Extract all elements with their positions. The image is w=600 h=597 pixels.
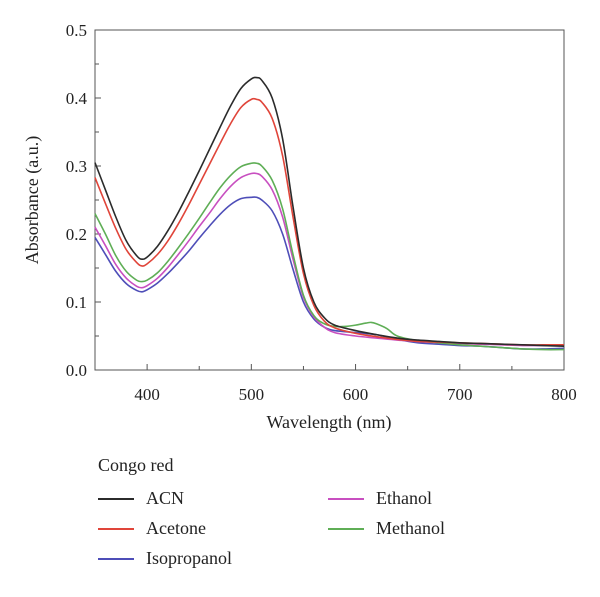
legend-item-isopropanol: Isopropanol [98, 546, 328, 571]
y-tick-label: 0.0 [66, 361, 87, 380]
absorbance-chart: 0.0 0.1 0.2 0.3 0.4 0.5 400 500 600 700 800 Wavel… [22, 21, 577, 433]
x-axis-title: Wavelength (nm) [266, 412, 391, 433]
y-tick-label: 0.1 [66, 293, 87, 312]
legend-grid: ACN Ethanol Acetone Methanol Isopropanol [98, 486, 578, 571]
y-axis: 0.0 0.1 0.2 0.3 0.4 0.5 [66, 21, 101, 380]
x-tick-label: 600 [343, 385, 369, 404]
plot-frame [94, 29, 565, 371]
legend-label-acetone: Acetone [146, 518, 206, 538]
x-tick-label: 400 [134, 385, 160, 404]
legend-swatch-acn [98, 497, 134, 500]
legend-label-methanol: Methanol [376, 518, 445, 538]
legend-item-acn: ACN [98, 486, 328, 511]
series-line-isopropanol [94, 196, 565, 350]
legend-item-methanol: Methanol [328, 516, 528, 541]
legend-swatch-ethanol [328, 497, 364, 500]
y-tick-label: 0.2 [66, 225, 87, 244]
legend-swatch-isopropanol [98, 557, 134, 560]
y-tick-label: 0.4 [66, 89, 88, 108]
legend-label-ethanol: Ethanol [376, 488, 432, 508]
y-tick-label: 0.5 [66, 21, 87, 40]
legend-item-acetone: Acetone [98, 516, 328, 541]
legend-item-ethanol: Ethanol [328, 486, 528, 511]
x-tick-label: 500 [239, 385, 265, 404]
y-axis-title: Absorbance (a.u.) [22, 136, 43, 264]
legend-label-acn: ACN [146, 488, 185, 508]
legend-swatch-methanol [328, 527, 364, 530]
x-tick-label: 700 [447, 385, 473, 404]
x-axis: 400 500 600 700 800 [94, 364, 577, 404]
legend-swatch-acetone [98, 527, 134, 530]
series-line-acetone [94, 97, 564, 346]
series-line-ethanol [94, 172, 564, 347]
series-lines [94, 76, 565, 351]
legend-title: Congo red [98, 455, 174, 475]
legend: Congo red ACN Ethanol Acetone Methanol I… [98, 455, 578, 571]
x-tick-label: 800 [551, 385, 577, 404]
series-line-acn [94, 76, 565, 347]
y-tick-label: 0.3 [66, 157, 87, 176]
legend-label-isopropanol: Isopropanol [146, 548, 232, 568]
